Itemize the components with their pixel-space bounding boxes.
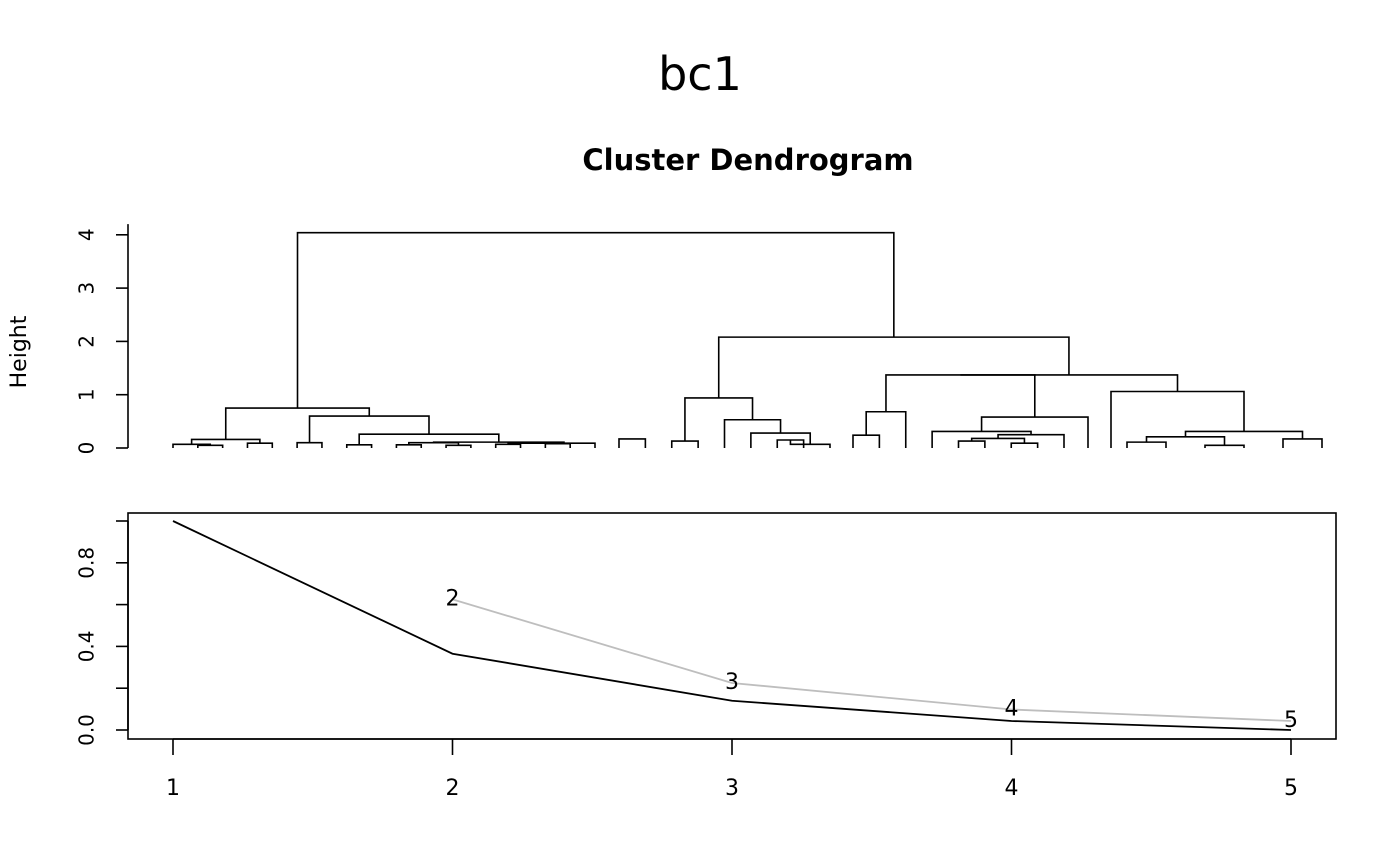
dendro-link-a8	[445, 444, 472, 448]
dendro-link-a16	[308, 415, 430, 443]
dendro-ytick-label: 2	[75, 335, 99, 348]
page-title: bc1	[658, 47, 742, 101]
dendro-ytick-label: 1	[75, 388, 99, 401]
dendro-link-e1	[960, 374, 1179, 392]
dendro-link-a3	[246, 442, 274, 448]
dendrogram-ylabel: Height	[7, 315, 32, 388]
dendro-link-a5	[296, 441, 323, 448]
series-line-2	[452, 598, 1292, 722]
series-line-1	[172, 520, 1292, 731]
dendro-link-e3	[296, 231, 895, 409]
dendrogram-links	[172, 231, 1323, 448]
dendro-link-a11	[544, 442, 571, 448]
dendro-ytick-label: 0	[75, 442, 99, 455]
dendrogram-y-axis: 0 1 2 3 4	[75, 224, 129, 454]
dendro-link-d5	[1184, 430, 1304, 439]
dendro-link-a6	[345, 444, 373, 448]
y-tick-label: 0.0	[75, 714, 99, 746]
dendro-link-a7	[395, 444, 423, 448]
dendro-link-c3	[957, 440, 986, 448]
series-point-label: 2	[446, 586, 460, 611]
x-tick-label: 4	[1005, 776, 1019, 801]
dendro-link-d1	[1126, 441, 1167, 448]
dendro-link-e2	[717, 336, 1070, 398]
line-chart-frame	[127, 512, 1337, 740]
series-point-label: 4	[1005, 697, 1019, 722]
dendro-link-c4	[1010, 442, 1039, 448]
dendro-link-d3	[1145, 436, 1226, 446]
dendro-link-c1	[852, 434, 881, 448]
line-chart-series: 2 3 4 5	[172, 520, 1298, 733]
x-tick-label: 2	[446, 776, 460, 801]
dendro-link-c6	[997, 433, 1065, 448]
dendro-link-a17	[224, 407, 371, 440]
dendrogram-title: Cluster Dendrogram	[582, 143, 913, 177]
dendro-link-a10	[494, 443, 522, 448]
series-point-label: 5	[1284, 708, 1298, 733]
x-tick-label: 3	[725, 776, 739, 801]
dendro-ytick-label: 3	[75, 282, 99, 295]
dendro-link-d4	[1282, 438, 1323, 448]
y-tick-label: 0.8	[75, 547, 99, 579]
dendro-link-b1	[618, 438, 647, 448]
dendro-ytick-label: 4	[75, 228, 99, 241]
dendro-link-a1	[197, 444, 224, 448]
x-tick-label: 1	[166, 776, 180, 801]
series-point-label: 3	[725, 670, 739, 695]
dendro-link-d2	[1204, 444, 1245, 448]
x-tick-label: 5	[1284, 776, 1298, 801]
dendro-link-a13	[532, 442, 596, 448]
line-chart: 1 2 3 4 5 0.0 0.4 0.8 2 3 4 5	[75, 512, 1337, 801]
y-tick-label: 0.4	[75, 630, 99, 662]
dendro-link-b2	[670, 440, 699, 448]
dendro-link-c9	[885, 374, 1036, 418]
dendro-link-c2	[865, 410, 907, 448]
dendrogram-chart: Cluster Dendrogram Height 0 1 2 3 4	[7, 143, 1323, 454]
line-chart-axes: 1 2 3 4 5 0.0 0.4 0.8	[75, 520, 1298, 801]
